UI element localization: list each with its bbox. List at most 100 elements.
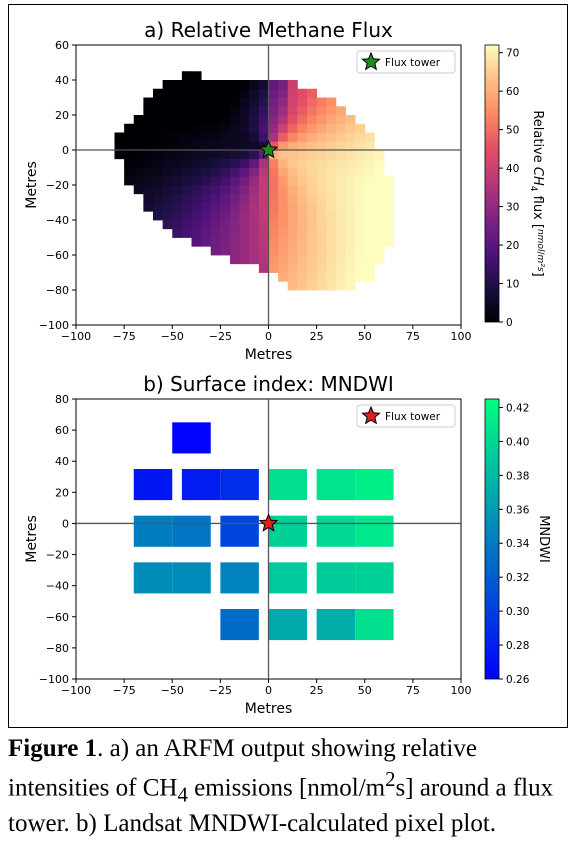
flux-cell (355, 132, 366, 142)
flux-cell (268, 220, 279, 230)
mndwi-cell (316, 562, 356, 594)
flux-cell (124, 150, 135, 160)
flux-cell (278, 150, 289, 160)
flux-cell (355, 202, 366, 212)
mndwi-cell (355, 562, 394, 594)
flux-cell (230, 123, 241, 133)
flux-cell (345, 185, 356, 195)
mndwi-xtick-label: −25 (209, 684, 232, 697)
flux-cell (181, 71, 192, 81)
flux-cell (258, 193, 269, 203)
flux-cell (162, 185, 173, 195)
flux-cell (268, 97, 279, 107)
flux-cell (201, 193, 212, 203)
flux-cell (335, 228, 346, 238)
flux-cell (220, 88, 231, 98)
flux-cell (258, 220, 269, 230)
flux-cell (364, 255, 375, 265)
flux-cell (326, 97, 337, 107)
flux-cell (220, 185, 231, 195)
flux-cell (297, 281, 308, 291)
mndwi-cell (316, 469, 356, 501)
flux-cell (210, 80, 221, 90)
mndwi-colorbar-tick-label: 0.40 (506, 436, 529, 448)
flux-cell (239, 185, 250, 195)
flux-cell (239, 220, 250, 230)
flux-cell (220, 123, 231, 133)
flux-cell (239, 97, 250, 107)
flux-cell (355, 150, 366, 160)
flux-xtick-label: 25 (310, 330, 324, 343)
flux-colorbar-tick-label: 0 (506, 317, 513, 329)
flux-cell (210, 97, 221, 107)
flux-cell (355, 272, 366, 282)
flux-cell (268, 246, 279, 256)
flux-xtick-label: 75 (406, 330, 420, 343)
flux-cell (297, 97, 308, 107)
flux-cell (181, 115, 192, 125)
flux-cell (384, 176, 395, 186)
flux-cell (307, 150, 318, 160)
flux-cell (326, 176, 337, 186)
flux-cell (143, 141, 154, 151)
flux-cell (374, 211, 385, 221)
flux-cell (191, 158, 202, 168)
flux-ytick-label: 20 (55, 109, 69, 122)
flux-cell (249, 150, 260, 160)
mndwi-ytick-label: −60 (46, 611, 69, 624)
mndwi-xtick-label: −100 (61, 684, 91, 697)
flux-cell (355, 158, 366, 168)
mndwi-cell (355, 515, 394, 547)
mndwi-xlabel: Metres (245, 701, 293, 717)
flux-cell (210, 202, 221, 212)
flux-cell (172, 185, 183, 195)
flux-cell (287, 115, 298, 125)
mndwi-cell (172, 422, 211, 454)
flux-ytick-label: −20 (46, 179, 69, 192)
flux-cell (191, 141, 202, 151)
flux-cell (153, 202, 164, 212)
flux-cell (249, 255, 260, 265)
mndwi-chart: −100 −75 −50 −25 0 25 50 75 100 −100 −80 −60 −40 −20 0… (24, 372, 551, 717)
flux-cell (297, 88, 308, 98)
mndwi-cell (268, 609, 307, 641)
flux-cell (124, 132, 135, 142)
flux-cell (326, 167, 337, 177)
flux-cell (133, 141, 144, 151)
flux-cell (307, 185, 318, 195)
flux-colorbar-tick-label: 50 (506, 125, 519, 137)
flux-cell (191, 71, 202, 81)
flux-cell (181, 185, 192, 195)
flux-cell (374, 220, 385, 230)
flux-cell (162, 123, 173, 133)
flux-colorbar-label: Relative CH4 flux [nmol/m²s] (528, 110, 545, 276)
flux-cell (249, 167, 260, 177)
flux-cell (335, 255, 346, 265)
flux-cell (230, 80, 241, 90)
flux-cell (258, 246, 269, 256)
flux-cell (249, 193, 260, 203)
flux-cell (297, 176, 308, 186)
flux-cell (297, 211, 308, 221)
flux-cell (210, 132, 221, 142)
mndwi-xtick-label: 100 (451, 684, 472, 697)
mndwi-ytick-label: 0 (62, 517, 69, 530)
flux-cell (191, 115, 202, 125)
flux-cell (316, 141, 327, 151)
flux-ytick-label: −60 (46, 249, 69, 262)
methane-flux-chart: −100 −75 −50 −25 0 25 50 75 100−100−80−60−40−200… (24, 18, 545, 363)
mndwi-colorbar-tick-label: 0.26 (506, 674, 530, 686)
flux-cell (307, 246, 318, 256)
flux-cell (133, 115, 144, 125)
flux-cell (316, 193, 327, 203)
flux-cell (297, 202, 308, 212)
flux-cell (278, 263, 289, 273)
mndwi-colorbar-tick-label: 0.42 (506, 402, 529, 414)
flux-cell (143, 167, 154, 177)
flux-cell (258, 176, 269, 186)
flux-cell (287, 123, 298, 133)
flux-cell (297, 246, 308, 256)
flux-cell (297, 132, 308, 142)
flux-cell (297, 115, 308, 125)
flux-cell (335, 123, 346, 133)
